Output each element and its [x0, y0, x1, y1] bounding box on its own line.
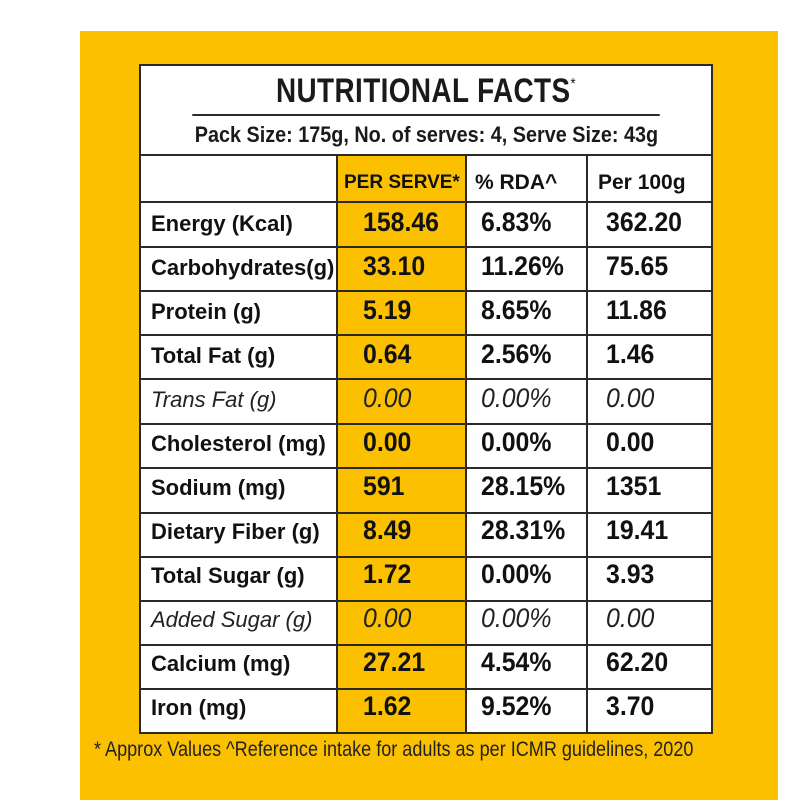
- footnote: * Approx Values ^Reference intake for ad…: [94, 738, 694, 761]
- rda-value: 9.52%: [481, 691, 552, 721]
- header-rda: % RDA^: [475, 171, 558, 194]
- rda-value: 11.26%: [481, 251, 564, 281]
- nutrient-label: Total Sugar (g): [151, 563, 305, 588]
- pack-info-text: Pack Size: 175g, No. of serves: 4, Serve…: [194, 122, 658, 147]
- column-divider: [465, 156, 467, 732]
- row-divider: [141, 644, 711, 646]
- per-serve-value: 591: [363, 471, 405, 501]
- nutrient-label: Calcium (mg): [151, 651, 291, 676]
- per-100g-value: 62.20: [606, 647, 669, 677]
- column-divider: [336, 156, 338, 732]
- rda-value: 28.15%: [481, 471, 566, 501]
- rda-value: 0.00%: [481, 559, 552, 589]
- rda-value: 0.00%: [481, 427, 552, 457]
- per-serve-value: 158.46: [363, 207, 439, 237]
- header-per-serve: PER SERVE*: [344, 172, 460, 193]
- per-serve-value: 0.64: [363, 339, 412, 369]
- per-100g-value: 3.93: [606, 559, 655, 589]
- per-100g-value: 1.46: [606, 339, 655, 369]
- rda-value: 6.83%: [481, 207, 552, 237]
- rda-value: 8.65%: [481, 295, 552, 325]
- per-100g-value: 1351: [606, 471, 662, 501]
- row-divider: [141, 378, 711, 380]
- rda-value: 0.00%: [481, 383, 552, 413]
- per-serve-value: 33.10: [363, 251, 426, 281]
- nutrient-label: Protein (g): [151, 299, 261, 324]
- nutrition-facts-table: NUTRITIONAL FACTS* Pack Size: 175g, No. …: [139, 64, 713, 734]
- per-100g-value: 3.70: [606, 691, 655, 721]
- table-title: NUTRITIONAL FACTS*: [192, 66, 660, 116]
- per-100g-value: 11.86: [606, 295, 667, 325]
- row-divider: [141, 290, 711, 292]
- per-serve-value: 8.49: [363, 515, 412, 545]
- row-divider: [141, 467, 711, 469]
- per-100g-value: 19.41: [606, 515, 669, 545]
- header-per-100g: Per 100g: [598, 171, 686, 194]
- nutrient-label: Added Sugar (g): [151, 607, 313, 632]
- rda-value: 28.31%: [481, 515, 566, 545]
- per-100g-value: 75.65: [606, 251, 669, 281]
- row-divider: [141, 600, 711, 602]
- rda-value: 0.00%: [481, 603, 552, 633]
- nutrient-label: Sodium (mg): [151, 475, 286, 500]
- row-divider: [141, 334, 711, 336]
- per-100g-value: 0.00: [606, 383, 655, 413]
- nutrient-label: Cholesterol (mg): [151, 431, 326, 456]
- per-100g-value: 362.20: [606, 207, 682, 237]
- column-divider: [586, 156, 588, 732]
- nutrient-label: Trans Fat (g): [151, 387, 277, 412]
- per-serve-highlight-column: [338, 156, 465, 732]
- nutrient-label: Total Fat (g): [151, 343, 276, 368]
- rda-value: 2.56%: [481, 339, 552, 369]
- per-100g-value: 0.00: [606, 603, 655, 633]
- row-divider: [141, 688, 711, 690]
- nutrient-label: Dietary Fiber (g): [151, 519, 320, 544]
- per-serve-value: 0.00: [363, 603, 412, 633]
- per-100g-value: 0.00: [606, 427, 655, 457]
- title-text: NUTRITIONAL FACTS: [275, 72, 571, 110]
- row-divider: [141, 512, 711, 514]
- nutrient-label: Iron (mg): [151, 695, 247, 720]
- nutrient-label: Carbohydrates(g): [151, 255, 335, 280]
- row-divider: [141, 423, 711, 425]
- row-divider: [141, 246, 711, 248]
- per-serve-value: 27.21: [363, 647, 426, 677]
- pack-info-row: Pack Size: 175g, No. of serves: 4, Serve…: [141, 116, 711, 156]
- nutrient-label: Energy (Kcal): [151, 211, 293, 236]
- row-divider: [141, 556, 711, 558]
- per-serve-value: 0.00: [363, 383, 412, 413]
- per-serve-value: 5.19: [363, 295, 412, 325]
- title-asterisk: *: [570, 76, 577, 93]
- row-divider: [141, 201, 711, 203]
- per-serve-value: 1.62: [363, 691, 412, 721]
- rda-value: 4.54%: [481, 647, 552, 677]
- per-serve-value: 0.00: [363, 427, 412, 457]
- per-serve-value: 1.72: [363, 559, 412, 589]
